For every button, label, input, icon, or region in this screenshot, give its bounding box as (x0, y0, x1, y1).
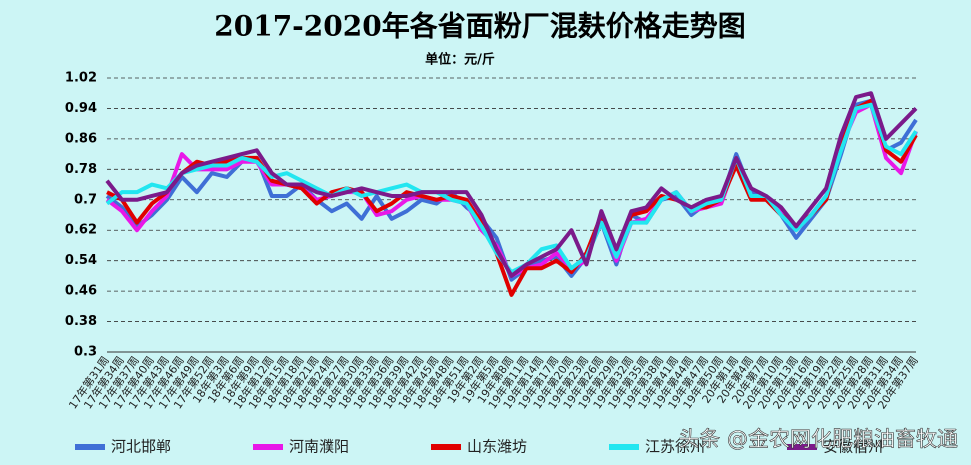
watermark: 头条 @金农网化肥粮油畜牧通 (678, 427, 958, 451)
legend-label: 山东潍坊 (467, 438, 527, 456)
legend-swatch (431, 444, 461, 450)
legend-swatch (787, 444, 817, 450)
legend-swatch (75, 444, 105, 450)
legend-label: 江苏徐州 (645, 438, 705, 456)
chart-title: 2017-2020年各省面粉厂混麸价格走势图 (214, 10, 745, 43)
chart-subtitle: 单位：元/斤 (425, 52, 495, 68)
series-line (105, 91, 918, 278)
legend-label: 河南濮阳 (289, 438, 349, 456)
y-tick-label: 0.62 (65, 223, 97, 238)
y-tick-label: 0.78 (65, 162, 97, 177)
y-tick-label: 0.38 (65, 314, 97, 329)
legend-label: 河北邯郸 (111, 438, 171, 456)
legend-label: 安徽宿州 (823, 438, 883, 456)
y-tick-label: 0.46 (65, 284, 97, 299)
y-tick-label: 0.86 (65, 131, 97, 146)
legend-swatch (609, 444, 639, 450)
y-tick-label: 0.54 (65, 253, 97, 268)
y-tick-label: 1.02 (65, 71, 97, 86)
y-tick-label: 0.7 (74, 192, 97, 207)
y-tick-label: 0.94 (65, 101, 97, 116)
y-tick-label: 0.3 (74, 345, 97, 360)
legend-swatch (253, 444, 283, 450)
